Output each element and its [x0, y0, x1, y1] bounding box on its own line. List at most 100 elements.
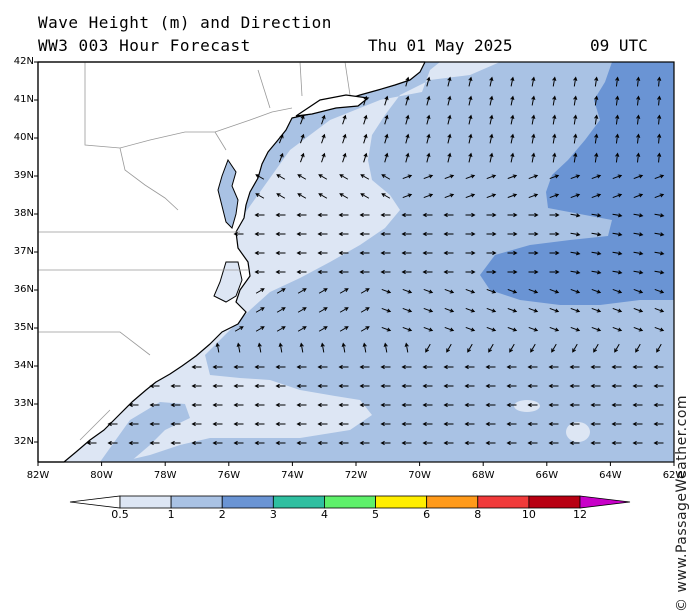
colorbar-segment [477, 495, 530, 509]
wave-direction-arrow [527, 364, 538, 370]
colorbar-label: 3 [269, 508, 277, 521]
wave-direction-arrow [614, 343, 620, 353]
wave-direction-arrow [485, 383, 496, 389]
wave-direction-arrow [510, 95, 515, 106]
wave-direction-arrow [363, 152, 368, 163]
wave-direction-arrow [254, 212, 265, 218]
wave-direction-arrow [359, 212, 370, 218]
colorbar-segment [119, 495, 172, 509]
wave-direction-arrow [360, 307, 370, 313]
wave-direction-arrow [275, 269, 286, 275]
forecast-hour: 09 UTC [590, 36, 648, 55]
wave-direction-arrow [447, 95, 452, 106]
wave-direction-arrow [465, 212, 476, 218]
wave-direction-arrow [170, 440, 181, 446]
wave-direction-arrow [321, 133, 326, 144]
wave-direction-arrow [636, 133, 641, 144]
wave-direction-arrow [528, 212, 539, 218]
wave-direction-arrow [443, 383, 454, 389]
longitude-label: 78W [153, 470, 177, 481]
wave-direction-arrow [506, 364, 517, 370]
wave-direction-arrow [401, 421, 412, 427]
latitude-label: 36N [13, 284, 34, 295]
wave-direction-arrow [486, 174, 497, 180]
wave-direction-arrow [317, 250, 328, 256]
wave-direction-arrow [549, 231, 560, 237]
wave-direction-arrow [507, 231, 518, 237]
chesapeake-bay [217, 158, 239, 229]
wave-direction-arrow [296, 402, 307, 408]
wave-direction-arrow [552, 114, 557, 125]
wave-direction-arrow [465, 269, 476, 275]
wave-direction-arrow [380, 383, 391, 389]
wave-direction-arrow [654, 251, 665, 256]
wave-direction-arrow [296, 231, 307, 237]
wave-direction-arrow [569, 383, 580, 389]
wave-direction-arrow [317, 364, 328, 370]
wave-direction-arrow [426, 76, 431, 87]
wave-direction-arrow [338, 383, 349, 389]
wave-direction-arrow [635, 343, 641, 353]
wave-direction-arrow [510, 114, 515, 125]
wave-direction-arrow [426, 95, 431, 106]
wave-direction-arrow [401, 364, 412, 370]
wave-direction-arrow [612, 251, 623, 256]
wave-direction-arrow [233, 421, 244, 427]
wave-direction-arrow [486, 250, 497, 256]
wave-direction-arrow [275, 383, 286, 389]
wave-direction-arrow [443, 231, 454, 237]
wave-direction-arrow [633, 193, 644, 199]
wave-direction-arrow [528, 269, 539, 275]
wave-direction-arrow [191, 383, 202, 389]
wave-direction-arrow [275, 250, 286, 256]
wave-direction-arrow [321, 152, 326, 163]
wave-direction-arrow [485, 402, 496, 408]
wave-direction-arrow [570, 251, 581, 256]
wave-direction-arrow [569, 364, 580, 370]
latitude-label: 39N [13, 170, 34, 181]
wave-direction-arrow [296, 269, 307, 275]
wave-direction-arrow [464, 383, 475, 389]
wave-direction-arrow [381, 288, 392, 294]
wave-direction-arrow [401, 402, 412, 408]
wave-direction-arrow [297, 174, 307, 180]
wave-direction-arrow [528, 250, 539, 256]
wave-direction-arrow [254, 402, 265, 408]
wave-direction-arrow [170, 421, 181, 427]
wave-direction-arrow [488, 343, 494, 353]
wave-direction-arrow [468, 95, 473, 106]
wave-direction-arrow [299, 342, 304, 353]
forecast-label: WW3 003 Hour Forecast [38, 36, 251, 55]
wave-direction-arrow [128, 440, 139, 446]
wave-direction-arrow [423, 326, 434, 332]
wave-direction-arrow [254, 250, 265, 256]
wave-direction-arrow [531, 152, 536, 163]
longitude-label: 72W [344, 470, 368, 481]
wave-direction-arrow [278, 133, 284, 144]
wave-direction-arrows [86, 76, 665, 446]
wave-direction-arrow [341, 342, 346, 353]
wave-direction-arrow [531, 76, 536, 87]
credit-text: © www.PassageWeather.com [674, 394, 690, 612]
wave-direction-arrow [359, 250, 370, 256]
wave-direction-arrow [444, 307, 455, 313]
wave-direction-arrow [548, 364, 559, 370]
wave-direction-arrow [338, 231, 349, 237]
wave-direction-arrow [486, 288, 497, 294]
wave-direction-arrow [384, 152, 389, 163]
wave-direction-arrow [507, 269, 518, 275]
wave-direction-arrow [381, 326, 392, 332]
wave-direction-arrow [380, 364, 391, 370]
wave-direction-arrow [254, 269, 265, 275]
wave-direction-arrow [318, 307, 328, 313]
wave-direction-arrow [359, 231, 370, 237]
axis-ticks [34, 61, 675, 466]
wave-direction-arrow [170, 383, 181, 389]
wave-direction-arrow [318, 326, 328, 332]
wave-direction-arrow [422, 440, 433, 446]
longitude-label: 66W [535, 470, 559, 481]
wave-direction-arrow [402, 193, 413, 199]
wave-direction-arrow [401, 231, 412, 237]
wave-direction-arrow [212, 402, 223, 408]
wave-direction-arrow [405, 133, 410, 144]
